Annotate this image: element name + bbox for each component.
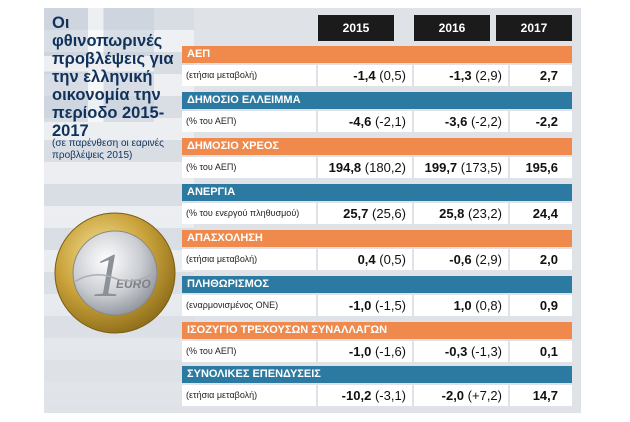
value-2016: 199,7 bbox=[424, 160, 458, 175]
year-header-2017: 2017 bbox=[496, 15, 572, 41]
spring-forecast-2015: (-1,6) bbox=[374, 344, 406, 359]
spring-forecast-2015: (-2,1) bbox=[374, 114, 406, 129]
value-2015: 0,4 bbox=[357, 252, 376, 267]
row-label: ΑΠΑΣΧΟΛΗΣΗ bbox=[182, 230, 572, 247]
value-2015: -1,4 bbox=[353, 68, 376, 83]
value-2016: -2,0 bbox=[441, 388, 465, 403]
table-row: ΑΕΠ (ετήσια μεταβολή) -1,4 (0,5) -1,3 (2… bbox=[182, 46, 572, 86]
row-label: ΠΛΗΘΩΡΙΣΜΟΣ bbox=[182, 276, 572, 293]
table-row: ΑΝΕΡΓΙΑ (% του ενεργού πληθυσμού) 25,7 (… bbox=[182, 184, 572, 224]
value-2015: -4,6 bbox=[348, 114, 372, 129]
table-row: ΔΗΜΟΣΙΟ ΧΡΕΟΣ (% του ΑΕΠ) 194,8 (180,2) … bbox=[182, 138, 572, 178]
spring-forecast-2016: (-2,2) bbox=[470, 114, 502, 129]
table-row: ΔΗΜΟΣΙΟ ΕΛΛΕΙΜΜΑ (% του ΑΕΠ) -4,6 (-2,1)… bbox=[182, 92, 572, 132]
spring-forecast-2015: (0,5) bbox=[379, 252, 406, 267]
spring-forecast-2015: (-1,5) bbox=[374, 298, 406, 313]
spring-forecast-2016: (173,5) bbox=[460, 160, 502, 175]
table-row: ΣΥΝΟΛΙΚΕΣ ΕΠΕΝΔΥΣΕΙΣ (ετήσια μεταβολή) -… bbox=[182, 366, 572, 406]
value-2017: 2,0 bbox=[539, 252, 558, 267]
row-label: ΔΗΜΟΣΙΟ ΧΡΕΟΣ bbox=[182, 138, 572, 155]
spring-forecast-2015: (25,6) bbox=[372, 206, 406, 221]
row-label: ΣΥΝΟΛΙΚΕΣ ΕΠΕΝΔΥΣΕΙΣ bbox=[182, 366, 572, 383]
row-unit: (% του ΑΕΠ) bbox=[182, 157, 316, 178]
value-2015: 194,8 bbox=[328, 160, 362, 175]
row-label: ΔΗΜΟΣΙΟ ΕΛΛΕΙΜΜΑ bbox=[182, 92, 572, 109]
row-unit: (ετήσια μεταβολή) bbox=[182, 249, 316, 270]
value-2017: 2,7 bbox=[539, 68, 558, 83]
value-2016: -0,3 bbox=[444, 344, 468, 359]
value-2016: -3,6 bbox=[444, 114, 468, 129]
row-unit: (% του ενεργού πληθυσμού) bbox=[182, 203, 316, 224]
page-subtitle: (σε παρένθεση οι εαρινές προβλέψεις 2015… bbox=[52, 138, 164, 161]
year-header-2016: 2016 bbox=[414, 15, 490, 41]
spring-forecast-2016: (0,8) bbox=[475, 298, 502, 313]
row-unit: (% του ΑΕΠ) bbox=[182, 111, 316, 132]
coin-word: EURO bbox=[116, 277, 151, 291]
euro-coin-icon: 1 EURO bbox=[54, 212, 176, 334]
spring-forecast-2016: (-1,3) bbox=[470, 344, 502, 359]
value-2017: 0,1 bbox=[539, 344, 558, 359]
spring-forecast-2015: (-3,1) bbox=[374, 388, 406, 403]
spring-forecast-2016: (23,2) bbox=[468, 206, 502, 221]
value-2017: 24,4 bbox=[532, 206, 558, 221]
value-2017: 195,6 bbox=[525, 160, 558, 175]
page-title: Οι φθινοπωρινές προβλέψεις για την ελλην… bbox=[52, 14, 174, 140]
table-row: ΙΣΟΖΥΓΙΟ ΤΡΕΧΟΥΣΩΝ ΣΥΝΑΛΛΑΓΩΝ (% του ΑΕΠ… bbox=[182, 322, 572, 362]
row-label: ΙΣΟΖΥΓΙΟ ΤΡΕΧΟΥΣΩΝ ΣΥΝΑΛΛΑΓΩΝ bbox=[182, 322, 572, 339]
spring-forecast-2016: (2,9) bbox=[475, 68, 502, 83]
row-label: ΑΕΠ bbox=[182, 46, 572, 63]
value-2015: -1,0 bbox=[348, 344, 372, 359]
flag-cross bbox=[44, 8, 154, 122]
value-2017: 14,7 bbox=[532, 388, 558, 403]
value-2016: 25,8 bbox=[439, 206, 465, 221]
table-row: ΠΛΗΘΩΡΙΣΜΟΣ (εναρμονισμένος ΟΝΕ) -1,0 (-… bbox=[182, 276, 572, 316]
row-unit: (ετήσια μεταβολή) bbox=[182, 385, 316, 406]
table-row: ΑΠΑΣΧΟΛΗΣΗ (ετήσια μεταβολή) 0,4 (0,5) -… bbox=[182, 230, 572, 270]
value-2016: -1,3 bbox=[449, 68, 472, 83]
greek-flag-background bbox=[44, 8, 194, 413]
spring-forecast-2015: (0,5) bbox=[379, 68, 406, 83]
value-2016: 1,0 bbox=[453, 298, 472, 313]
spring-forecast-2016: (2,9) bbox=[475, 252, 502, 267]
spring-forecast-2016: (+7,2) bbox=[467, 388, 502, 403]
value-2017: -2,2 bbox=[535, 114, 558, 129]
value-2015: 25,7 bbox=[343, 206, 369, 221]
row-unit: (% του ΑΕΠ) bbox=[182, 341, 316, 362]
year-header-2015: 2015 bbox=[318, 15, 394, 41]
value-2015: -10,2 bbox=[341, 388, 372, 403]
spring-forecast-2015: (180,2) bbox=[364, 160, 406, 175]
value-2016: -0,6 bbox=[449, 252, 472, 267]
value-2015: -1,0 bbox=[348, 298, 372, 313]
row-unit: (εναρμονισμένος ΟΝΕ) bbox=[182, 295, 316, 316]
value-2017: 0,9 bbox=[539, 298, 558, 313]
row-unit: (ετήσια μεταβολή) bbox=[182, 65, 316, 86]
row-label: ΑΝΕΡΓΙΑ bbox=[182, 184, 572, 201]
